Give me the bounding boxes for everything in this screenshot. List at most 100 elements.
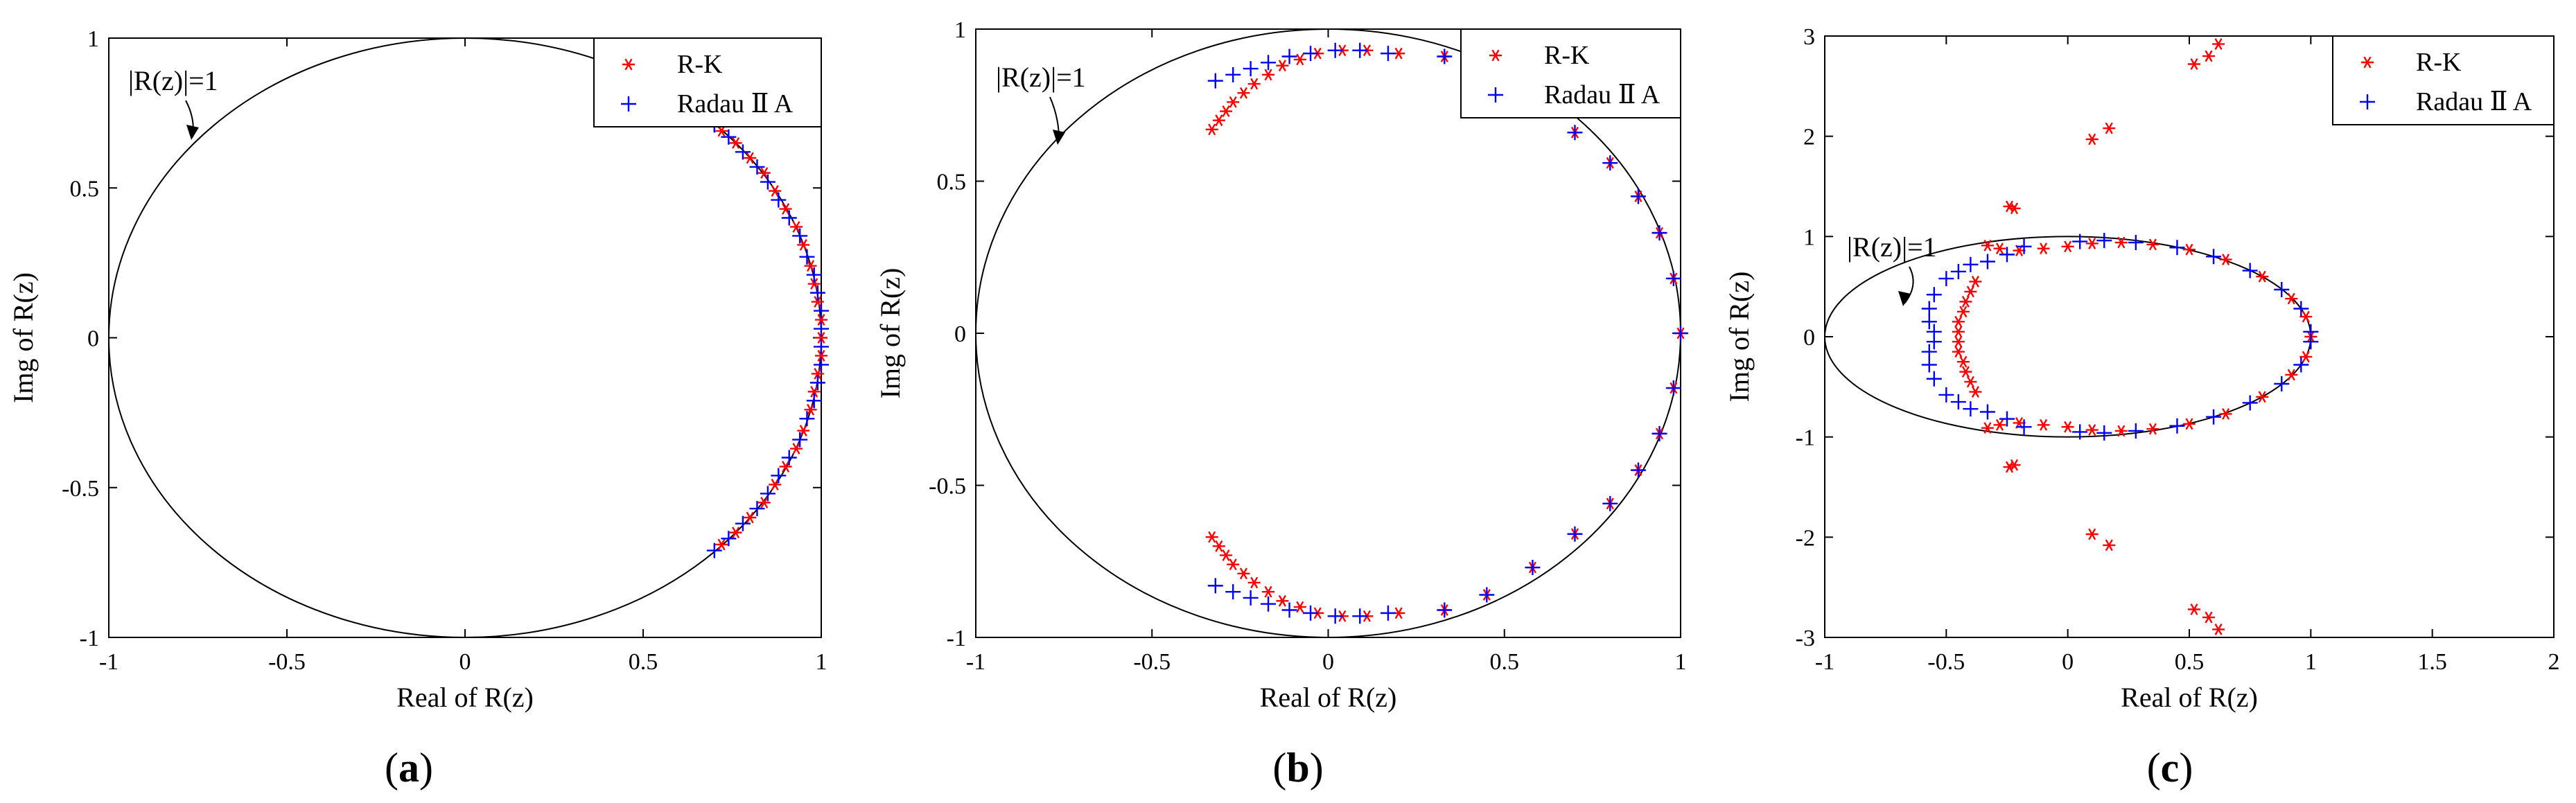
radau-point	[1950, 394, 1966, 410]
radau-point	[1261, 55, 1277, 71]
legend-box	[593, 37, 822, 127]
y-tick-label: 1	[1803, 224, 1815, 250]
radau-point	[749, 159, 765, 175]
y-axis-label: Img of R(z)	[8, 272, 39, 403]
y-tick-label: 2	[1803, 125, 1815, 150]
rk-point	[2212, 624, 2225, 635]
x-tick-label: 1	[816, 649, 827, 675]
radau-point	[809, 285, 825, 301]
rk-point	[1212, 114, 1225, 127]
x-tick-label: 0.5	[629, 649, 658, 675]
rk-point	[1220, 549, 1233, 561]
radau-point	[2169, 418, 2185, 434]
rk-point	[1205, 123, 1218, 136]
radau-point	[1352, 608, 1368, 624]
legend: R-K Radau Ⅱ A	[2332, 35, 2555, 125]
rk-point	[2256, 391, 2269, 403]
radau-point	[2072, 424, 2088, 440]
panel-label: (c)	[2147, 745, 2193, 791]
radau-point	[2016, 238, 2032, 254]
radau-point	[1926, 371, 1942, 387]
radau-point	[1567, 526, 1583, 542]
rk-point	[1969, 386, 1982, 398]
rk-point	[1212, 540, 1225, 552]
radau-point	[809, 375, 825, 391]
panel-label: (b)	[1272, 745, 1323, 791]
radau-point	[814, 321, 829, 337]
rk-point	[2256, 270, 2269, 283]
radau-point	[1630, 188, 1646, 204]
radau-point	[760, 486, 776, 502]
y-tick-label: 3	[1803, 24, 1815, 50]
rk-point	[1276, 594, 1289, 607]
rk-point	[1956, 355, 1970, 368]
x-tick-label: 1	[1675, 649, 1687, 675]
legend-label-radau: Radau Ⅱ A	[1544, 80, 1661, 109]
rk-point	[797, 425, 810, 436]
series-radau	[706, 117, 829, 558]
rk-point	[1993, 242, 2006, 255]
rk-point	[1227, 96, 1240, 108]
radau-point	[721, 531, 737, 547]
rk-point	[1205, 531, 1218, 543]
radau-point	[814, 357, 829, 373]
radau-point	[2096, 233, 2112, 249]
rk-point	[779, 203, 792, 215]
legend-marker-rk	[2361, 56, 2374, 69]
radau-point	[1979, 404, 1995, 420]
y-tick-label: -1	[947, 626, 966, 651]
rk-point	[2183, 243, 2196, 256]
radau-point	[2096, 425, 2112, 441]
rk-point	[811, 296, 824, 308]
rk-point	[1969, 276, 1982, 288]
panel-b: -1 -0.5 0 0.5 1 -1 -0.5 0 0.5 1 Real of R(z) Img of…	[875, 17, 1688, 791]
legend-marker-radau	[2360, 94, 2375, 109]
rk-point	[2085, 238, 2099, 249]
radau-point	[1938, 387, 1954, 403]
rk-point	[1293, 601, 1306, 613]
legend-marker-radau	[621, 96, 636, 112]
rk-point	[2212, 38, 2225, 50]
x-tick-label: 0.5	[2175, 649, 2205, 675]
radau-point	[749, 501, 765, 517]
x-axis-label: Real of R(z)	[1260, 682, 1397, 713]
x-tick-label: 0	[2062, 649, 2074, 675]
rk-point	[744, 152, 757, 164]
y-tick-label: 1	[87, 26, 99, 52]
rk-point	[2202, 50, 2216, 62]
radau-point	[1630, 462, 1646, 478]
rk-point	[2114, 236, 2128, 249]
rk-point	[1956, 306, 1970, 318]
y-tick-label: 0.5	[937, 170, 967, 195]
rk-point	[2188, 58, 2201, 70]
radau-point	[1921, 301, 1937, 317]
y-axis-label: Img of R(z)	[875, 268, 906, 399]
radau-point	[1437, 602, 1453, 618]
rk-point	[1964, 376, 1977, 388]
radau-point	[2274, 376, 2290, 391]
rk-point	[1237, 87, 1250, 99]
radau-point	[1673, 326, 1688, 341]
rk-point	[1993, 418, 2006, 431]
x-tick-label: 0	[459, 649, 471, 675]
panel-c: -1 -0.5 0 0.5 1 1.5 2 -3 -2 -1 0 1 2 3 Real of R(z) Img…	[1724, 24, 2560, 791]
rk-point	[2037, 418, 2050, 431]
radau-point	[781, 450, 797, 466]
y-tick-label: -0.5	[929, 474, 966, 500]
y-tick-label: -1	[1796, 425, 1815, 451]
legend-label-rk: R-K	[677, 50, 723, 79]
legend-marker-rk	[622, 58, 635, 71]
rk-point	[797, 239, 810, 251]
radau-point	[1327, 608, 1343, 624]
radau-point	[1225, 584, 1241, 600]
y-tick-label: -1	[80, 626, 99, 651]
rk-point	[1959, 366, 1972, 378]
panel-a: -1 -0.5 0 0.5 1 -1 -0.5 0 0.5 1 Real of R(z) Img of…	[8, 26, 829, 791]
rk-point	[715, 538, 728, 551]
rk-point	[729, 527, 742, 539]
rk-point	[790, 443, 803, 455]
radau-point	[1479, 587, 1495, 603]
radau-point	[735, 515, 751, 531]
rk-point	[1247, 78, 1261, 90]
legend-label-rk: R-K	[2416, 48, 2462, 77]
